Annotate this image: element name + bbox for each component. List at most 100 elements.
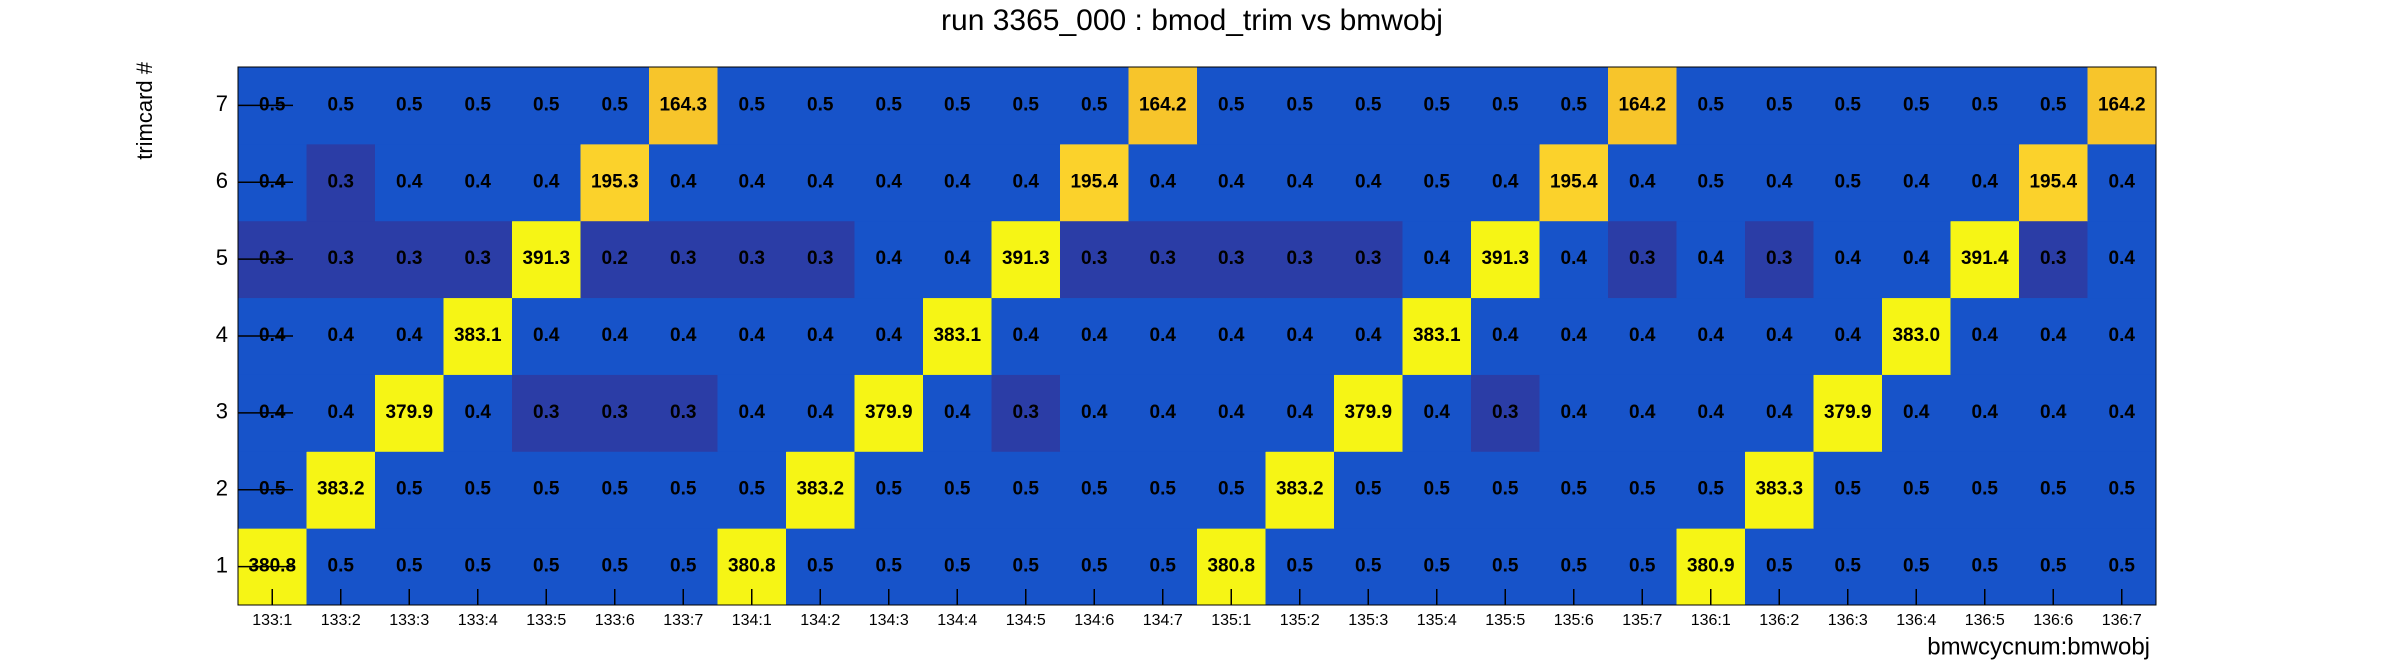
cell (443, 451, 513, 529)
cell-label: 0.4 (1013, 325, 1040, 346)
cell-label: 0.3 (1766, 248, 1792, 269)
y-tick-label: 3 (216, 399, 228, 424)
cell-label: 0.4 (944, 171, 971, 192)
cell-label: 383.2 (1276, 479, 1324, 500)
cell-label: 0.3 (533, 402, 559, 423)
cell-label: 0.3 (328, 171, 354, 192)
cell-label: 0.4 (1287, 171, 1314, 192)
x-tick-label: 136:1 (1691, 612, 1731, 629)
cell (1813, 374, 1883, 452)
cell (923, 143, 992, 222)
cell (512, 297, 581, 375)
cell (1402, 220, 1472, 299)
cell-label: 0.4 (944, 402, 971, 423)
cell-label: 0.4 (1835, 325, 1862, 346)
cell (306, 143, 376, 222)
cell (306, 451, 376, 529)
cell-label: 0.4 (1629, 171, 1656, 192)
cell-label: 379.9 (865, 402, 913, 423)
cell-label: 0.4 (1218, 402, 1245, 423)
cell-label: 391.4 (1961, 248, 2009, 269)
cell-label: 0.5 (670, 479, 697, 500)
cell (1128, 143, 1198, 222)
cell-label: 0.5 (1561, 479, 1588, 500)
cell-label: 0.5 (2040, 94, 2067, 115)
cell (1471, 143, 1540, 222)
cell (923, 374, 992, 452)
cell (512, 143, 581, 222)
cell-label: 0.4 (465, 171, 492, 192)
cell-label: 0.4 (1698, 325, 1725, 346)
cell-label: 0.4 (328, 402, 355, 423)
cell (375, 67, 444, 145)
cell (786, 374, 855, 452)
cell-label: 0.4 (876, 325, 903, 346)
cell (1745, 297, 1814, 375)
cell-label: 0.4 (533, 325, 560, 346)
cell-label: 0.3 (670, 402, 696, 423)
cell-label: 0.4 (1835, 248, 1862, 269)
cell-label: 0.5 (533, 479, 560, 500)
cell (1539, 220, 1609, 299)
cell-label: 0.3 (2040, 248, 2066, 269)
cell-label: 0.4 (876, 248, 903, 269)
cell (1882, 67, 1951, 145)
cell (512, 67, 581, 145)
cell (1060, 67, 1129, 145)
x-tick-label: 136:7 (2102, 612, 2142, 629)
cell-label: 0.5 (1150, 556, 1177, 577)
cell-label: 0.5 (1492, 556, 1519, 577)
cell (1197, 297, 1266, 375)
cell (1745, 143, 1814, 222)
cell (1745, 451, 1814, 529)
cell (1539, 143, 1609, 222)
cell-label: 0.4 (739, 325, 766, 346)
cell (1745, 67, 1814, 145)
cell-label: 0.3 (328, 248, 354, 269)
cell-label: 0.5 (465, 94, 492, 115)
cell-label: 0.5 (1698, 479, 1725, 500)
cell-label: 0.5 (1766, 556, 1793, 577)
cell (1608, 67, 1677, 145)
cell (1950, 143, 2020, 222)
cell-label: 0.4 (1766, 325, 1793, 346)
cell-label: 0.4 (739, 171, 766, 192)
cell-label: 195.4 (2029, 171, 2077, 192)
cell (512, 451, 581, 529)
cell (991, 451, 1061, 529)
cell-label: 383.1 (1413, 325, 1461, 346)
cell-label: 0.4 (1972, 171, 1999, 192)
cell-label: 0.5 (1424, 94, 1451, 115)
cell-label: 0.5 (328, 556, 355, 577)
cell-label: 391.3 (522, 248, 570, 269)
cell-label: 0.4 (1698, 248, 1725, 269)
cell-label: 379.9 (1824, 402, 1872, 423)
cell (991, 374, 1061, 452)
y-tick-label: 4 (216, 322, 228, 347)
cell-label: 0.5 (876, 94, 903, 115)
cell (1060, 297, 1129, 375)
cell (854, 143, 924, 222)
cell (2019, 220, 2088, 299)
cell (649, 143, 718, 222)
cell (1402, 451, 1472, 529)
cell (2087, 220, 2157, 299)
cell-label: 0.5 (1835, 479, 1862, 500)
cell (1334, 67, 1403, 145)
cell-label: 0.5 (1903, 94, 1930, 115)
cell (1334, 143, 1403, 222)
cell (991, 67, 1061, 145)
cell (1334, 220, 1403, 299)
cell (1676, 451, 1746, 529)
cell-label: 0.4 (1561, 402, 1588, 423)
cell (1402, 143, 1472, 222)
cell (1265, 143, 1335, 222)
cell (1197, 143, 1266, 222)
cell-label: 0.3 (602, 402, 628, 423)
cell-label: 0.5 (533, 94, 560, 115)
cell-label: 0.5 (1972, 556, 1999, 577)
cell-label: 0.5 (1492, 94, 1519, 115)
cell (991, 297, 1061, 375)
cell-label: 0.3 (739, 248, 765, 269)
cell-label: 0.3 (807, 248, 833, 269)
